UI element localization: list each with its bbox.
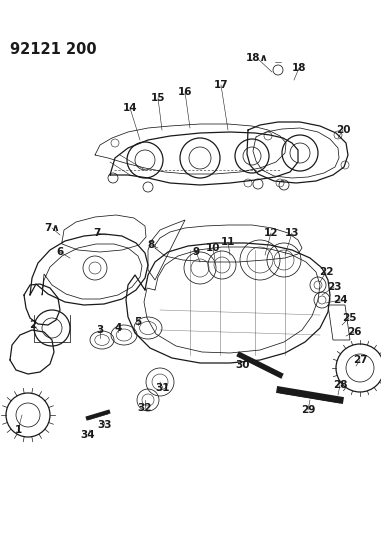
Text: 1: 1 [14, 425, 22, 435]
Text: 22: 22 [319, 267, 333, 277]
Text: 6: 6 [56, 247, 64, 257]
Text: 4: 4 [114, 323, 122, 333]
Text: 23: 23 [327, 282, 341, 292]
Text: 12: 12 [264, 228, 278, 238]
Text: 9: 9 [192, 247, 200, 257]
Text: 7∧: 7∧ [44, 223, 60, 233]
Text: 92121 200: 92121 200 [10, 42, 97, 57]
Text: 2: 2 [29, 320, 37, 330]
Text: 16: 16 [178, 87, 192, 97]
Text: 32: 32 [138, 403, 152, 413]
Text: 7: 7 [93, 228, 101, 238]
Text: 18: 18 [292, 63, 306, 73]
Text: 3: 3 [96, 325, 104, 335]
Text: 10: 10 [206, 243, 220, 253]
Text: 30: 30 [236, 360, 250, 370]
Text: 13: 13 [285, 228, 299, 238]
Text: 17: 17 [214, 80, 228, 90]
Text: 27: 27 [353, 355, 367, 365]
Text: 15: 15 [151, 93, 165, 103]
Text: 20: 20 [336, 125, 350, 135]
Text: 11: 11 [221, 237, 235, 247]
Text: 5: 5 [134, 317, 142, 327]
Text: 33: 33 [98, 420, 112, 430]
Text: 25: 25 [342, 313, 356, 323]
Text: 29: 29 [301, 405, 315, 415]
Text: 14: 14 [123, 103, 137, 113]
Text: 34: 34 [81, 430, 95, 440]
Text: 18∧: 18∧ [246, 53, 269, 63]
Text: 28: 28 [333, 380, 347, 390]
Text: 8: 8 [147, 240, 155, 250]
Text: 31: 31 [156, 383, 170, 393]
Text: 26: 26 [347, 327, 361, 337]
Text: 24: 24 [333, 295, 347, 305]
